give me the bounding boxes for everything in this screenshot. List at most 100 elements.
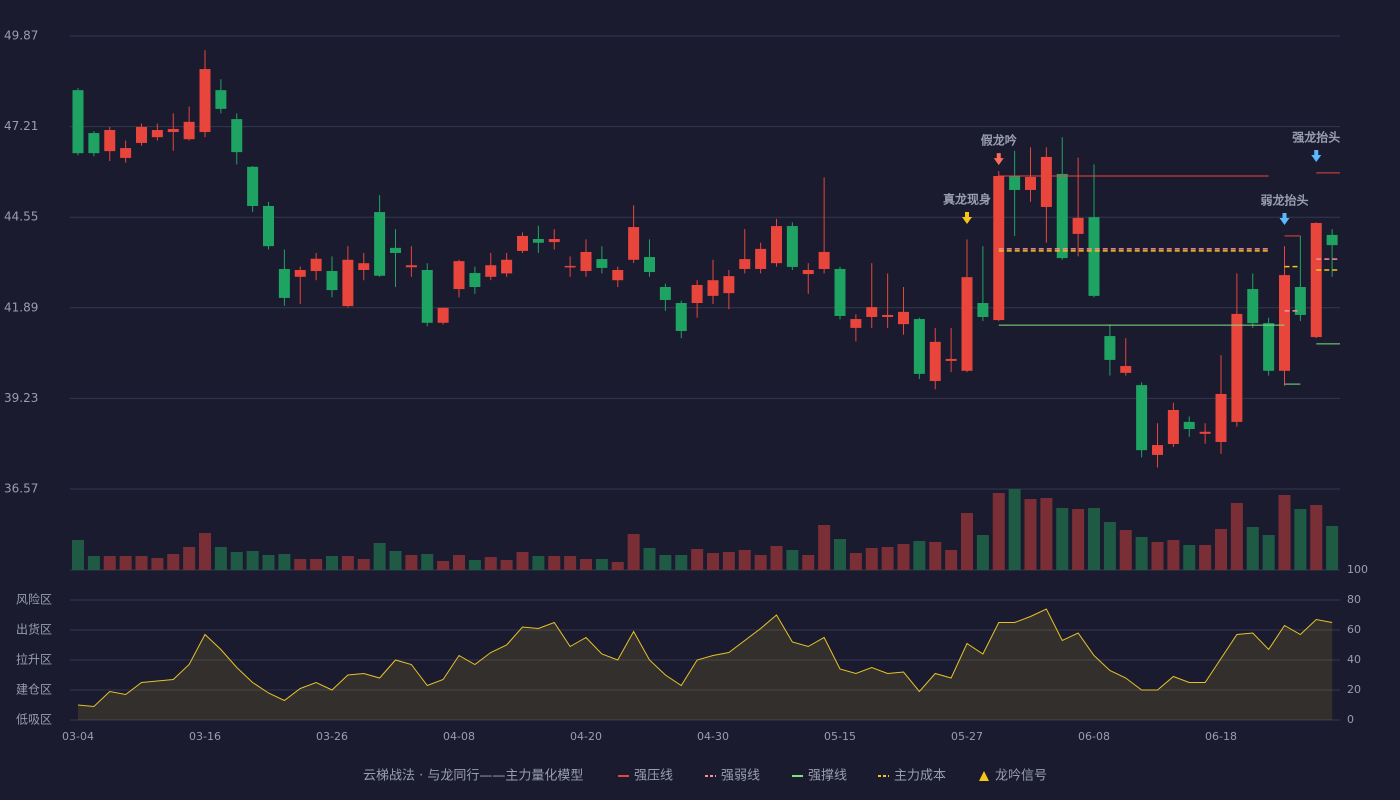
volume-bar <box>818 525 831 570</box>
volume-bar <box>1040 498 1053 570</box>
candle-body <box>691 284 703 304</box>
candle-body <box>882 314 894 317</box>
candle-body <box>469 273 481 288</box>
volume-bar <box>341 556 354 570</box>
signal-arrow <box>1279 213 1290 226</box>
signal-arrow <box>1311 150 1322 163</box>
candle-body <box>1215 393 1227 442</box>
candle-body <box>120 148 132 158</box>
candle-body <box>278 268 290 298</box>
candle-body <box>913 319 925 374</box>
volume-bar <box>484 557 497 570</box>
volume-bar <box>564 556 577 570</box>
candle-body <box>802 269 814 275</box>
candle-body <box>532 238 544 243</box>
candle-body <box>517 235 528 251</box>
volume-bar <box>1326 526 1339 570</box>
osc-area <box>78 609 1333 720</box>
y-tick-label: 39.23 <box>4 391 38 405</box>
volume-bar <box>611 562 624 570</box>
volume-bar <box>72 540 84 570</box>
signal-label: 弱龙抬头 <box>1260 193 1308 208</box>
volume-bar <box>1135 537 1148 570</box>
volume-bar <box>643 548 656 570</box>
osc-tick-label: 40 <box>1347 653 1361 666</box>
signal-arrow <box>962 212 972 225</box>
candle-body <box>977 303 989 317</box>
candle-body <box>167 128 179 133</box>
candle-body <box>564 265 576 268</box>
volume-bar <box>627 534 640 570</box>
volume-bar <box>1151 542 1164 570</box>
zone-label: 风险区 <box>16 592 52 607</box>
x-tick-label: 03-04 <box>62 730 94 743</box>
signal-arrow <box>993 153 1004 166</box>
y-tick-label: 47.21 <box>4 119 38 133</box>
candle-body <box>104 130 116 152</box>
candle-body <box>342 259 354 307</box>
candle-body <box>1088 217 1100 296</box>
volume-bar <box>199 533 211 570</box>
volume-bar <box>1278 495 1291 570</box>
volume-bar <box>992 493 1005 570</box>
candle-body <box>1072 217 1084 234</box>
volume-bar <box>961 513 973 570</box>
volume-bar <box>516 552 529 570</box>
legend-label: 强压线 <box>634 769 673 784</box>
volume-bar <box>246 551 259 570</box>
volume-bar <box>405 555 418 570</box>
legend-swatch <box>979 771 989 781</box>
volume-bar <box>786 550 799 570</box>
volume-bar <box>1008 489 1021 570</box>
volume-bar <box>802 555 815 570</box>
legend-label: 龙吟信号 <box>995 768 1047 784</box>
volume-bar <box>675 555 688 570</box>
y-tick-label: 49.87 <box>4 29 38 43</box>
candle-body <box>199 69 211 133</box>
volume-bar <box>135 556 148 570</box>
volume-bar <box>532 556 545 570</box>
volume-bar <box>87 556 100 570</box>
volume-bar <box>1310 505 1323 570</box>
volume-bar <box>881 547 894 570</box>
volume-bar <box>103 556 116 570</box>
candle-body <box>263 205 274 247</box>
signal-label: 假龙吟 <box>981 133 1017 148</box>
candle-body <box>866 307 878 317</box>
volume-bar <box>326 556 338 570</box>
osc-tick-label: 80 <box>1347 593 1361 606</box>
candle-body <box>294 269 306 277</box>
osc-tick-label: 0 <box>1347 713 1354 726</box>
volume-bar <box>500 560 513 570</box>
candle-body <box>961 277 973 371</box>
y-tick-label: 44.55 <box>4 210 38 224</box>
candle-body <box>1183 421 1195 430</box>
volume-bar <box>1088 508 1100 570</box>
candle-body <box>453 261 465 290</box>
chart-title: 云梯战法 · 与龙同行——主力量化模型 <box>363 769 583 784</box>
volume-bar <box>1119 530 1132 570</box>
volume-bar <box>1072 509 1085 570</box>
candle-body <box>1326 234 1338 246</box>
candle-body <box>596 259 608 268</box>
candle-body <box>945 358 957 361</box>
candle-body <box>421 269 433 323</box>
volume-bar <box>373 543 386 570</box>
osc-tick-label: 100 <box>1347 563 1368 576</box>
legend-label: 强弱线 <box>721 769 760 784</box>
volume-bar <box>580 559 592 570</box>
volume-bar <box>865 548 878 570</box>
x-tick-label: 05-15 <box>824 730 856 743</box>
osc-tick-label: 60 <box>1347 623 1361 636</box>
candle-body <box>405 265 417 268</box>
x-tick-label: 04-08 <box>443 730 475 743</box>
x-tick-label: 03-16 <box>189 730 221 743</box>
volume-bar <box>389 551 402 570</box>
candle-body <box>247 166 259 206</box>
candle-body <box>136 126 147 143</box>
y-tick-label: 41.89 <box>4 300 38 314</box>
volume-bar <box>119 556 132 570</box>
volume-bar <box>1215 529 1227 570</box>
volume-bar <box>595 559 608 570</box>
